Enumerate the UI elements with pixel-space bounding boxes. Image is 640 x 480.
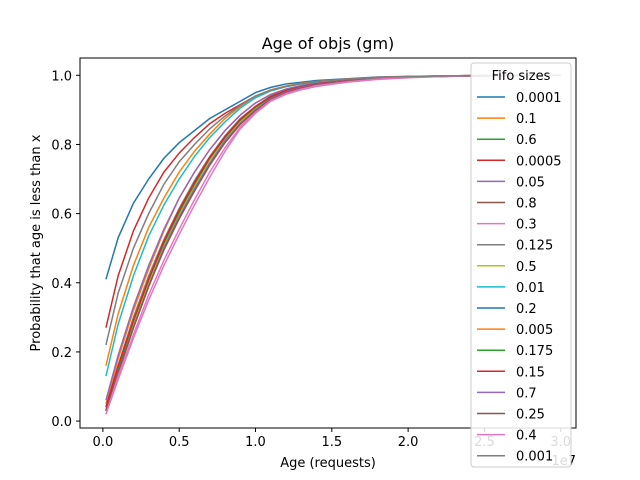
legend-entry-label[interactable]: 0.175 [516, 344, 553, 359]
legend-entry-label[interactable]: 0.125 [516, 239, 553, 254]
x-tick-label: 1.0 [245, 435, 266, 450]
legend-entry-label[interactable]: 0.3 [516, 218, 537, 233]
legend-entry-label[interactable]: 0.01 [516, 281, 545, 296]
y-axis-label: Probability that age is less than x [29, 134, 44, 351]
legend-entry-label[interactable]: 0.0001 [516, 91, 562, 106]
y-tick-label: 0.6 [51, 208, 72, 223]
legend-entry-label[interactable]: 0.7 [516, 386, 537, 401]
legend-entry-label[interactable]: 0.25 [516, 408, 545, 423]
legend-entry-label[interactable]: 0.05 [516, 175, 545, 190]
y-tick-label: 0.4 [51, 277, 72, 292]
legend-entry-label[interactable]: 0.0005 [516, 154, 562, 169]
legend-entry-label[interactable]: 0.2 [516, 302, 537, 317]
chart-title: Age of objs (gm) [262, 34, 395, 53]
series-line-17 [105, 74, 561, 346]
legend-entry-label[interactable]: 0.8 [516, 197, 537, 212]
legend-entry-label[interactable]: 0.4 [516, 429, 537, 444]
x-axis-label: Age (requests) [280, 456, 376, 471]
y-axis: 0.0 0.2 0.4 0.6 0.8 1.0 [51, 69, 80, 430]
x-tick-label: 2.0 [398, 435, 419, 450]
y-tick-label: 0.8 [51, 138, 72, 153]
y-tick-label: 1.0 [51, 69, 72, 84]
legend-entry-label[interactable]: 0.1 [516, 112, 537, 127]
y-tick-label: 0.2 [51, 346, 72, 361]
legend-title: Fifo sizes [492, 69, 551, 84]
legend-entry-label[interactable]: 0.001 [516, 450, 553, 465]
x-tick-label: 1.5 [321, 435, 342, 450]
legend-box [470, 62, 572, 468]
x-tick-label: 0.0 [93, 435, 114, 450]
legend-entry-label[interactable]: 0.5 [516, 260, 537, 275]
legend-entry-label[interactable]: 0.15 [516, 365, 545, 380]
legend-entry-label[interactable]: 0.005 [516, 323, 553, 338]
x-tick-label: 0.5 [169, 435, 190, 450]
series-layer [105, 74, 561, 415]
y-tick-label: 0.0 [51, 415, 72, 430]
legend[interactable]: Fifo sizes 0.0001 0.1 0.6 0.0005 0.05 0.8 0.3 0.… [470, 62, 572, 468]
plot-area-frame [79, 57, 577, 429]
legend-entry-label[interactable]: 0.6 [516, 133, 537, 148]
